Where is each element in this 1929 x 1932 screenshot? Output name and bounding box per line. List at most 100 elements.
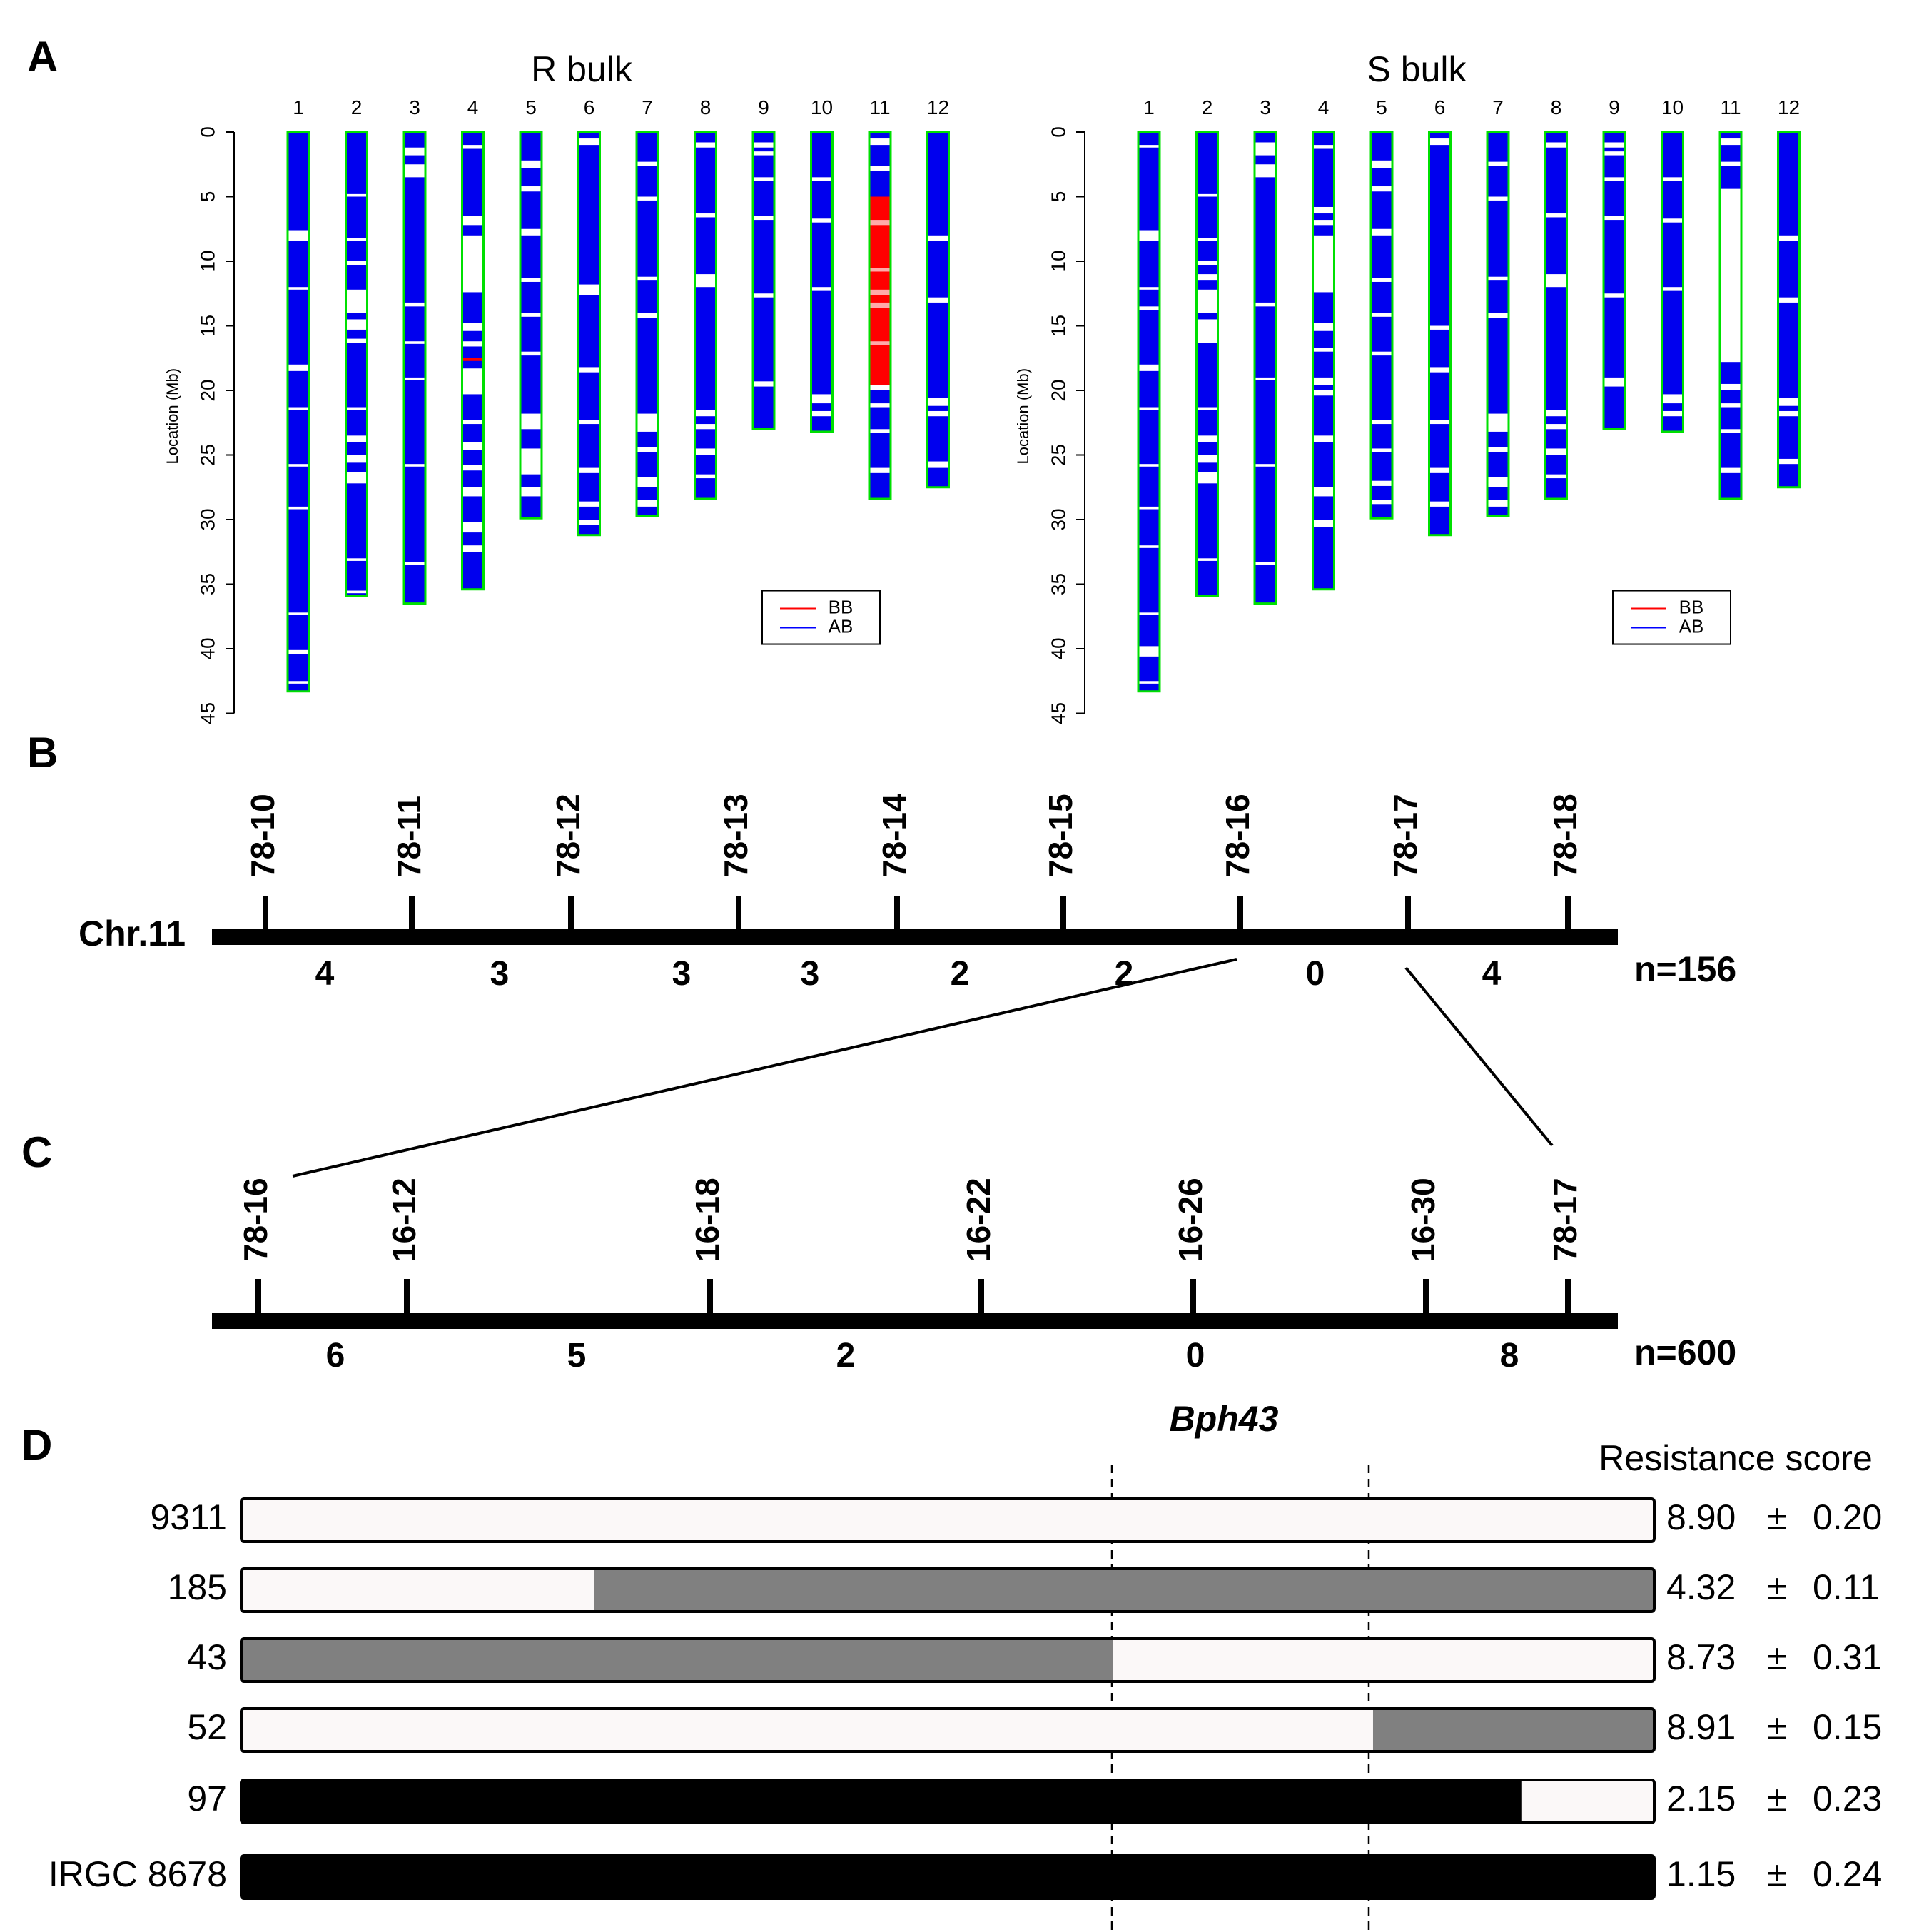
haplotype-segment (241, 1569, 594, 1612)
marker-label: 78-15 (1042, 794, 1079, 878)
no-call-region (1255, 302, 1276, 307)
chromosome-outline (1312, 131, 1335, 591)
no-call-region (637, 196, 658, 201)
no-call-region (1371, 160, 1392, 168)
marker-label: 78-17 (1387, 794, 1424, 878)
legend-ab-label: AB (829, 615, 854, 637)
no-call-region (1545, 142, 1567, 148)
chromosome-body (637, 132, 658, 516)
chromosome-body (1545, 132, 1567, 500)
resistance-score-header: Resistance score (1599, 1438, 1873, 1478)
no-call-region (1255, 142, 1276, 156)
no-call-region (1604, 377, 1625, 387)
no-call-region (1196, 455, 1218, 463)
no-call-region (462, 323, 484, 331)
marker-tick (894, 896, 900, 931)
no-call-region (753, 381, 774, 387)
marker-tick (1423, 1279, 1429, 1315)
no-call-region (520, 160, 542, 168)
marker-label: 78-16 (1219, 794, 1256, 878)
no-call-region (404, 377, 425, 380)
no-call-region (753, 142, 774, 148)
haplotype-segment (1372, 1709, 1654, 1751)
y-tick-label: 35 (196, 573, 218, 595)
chromosome-number: 1 (293, 96, 304, 118)
no-call-region (694, 142, 717, 148)
y-tick-label: 25 (196, 444, 218, 466)
chromosome-number: 5 (1376, 96, 1387, 118)
y-tick-label: 10 (196, 250, 218, 272)
no-call-region (1487, 500, 1509, 507)
no-call-region (1312, 145, 1335, 149)
no-call-region (404, 464, 425, 467)
no-call-region (1429, 467, 1451, 473)
no-call-region (1196, 289, 1218, 313)
chromosome-outline (751, 131, 776, 430)
chromosome-outline (1195, 131, 1219, 597)
no-call-region (462, 545, 484, 552)
chromosome-number: 12 (1778, 96, 1800, 118)
no-call-region (288, 407, 309, 410)
marker-label: 78-18 (1546, 794, 1584, 878)
recombinant-count: 3 (801, 955, 820, 993)
marker-label: 16-26 (1172, 1178, 1209, 1262)
no-call-region (578, 284, 600, 295)
chromosome-outline (694, 131, 717, 500)
marker-label: 16-22 (960, 1178, 997, 1262)
no-call-region (1429, 325, 1451, 330)
chromosome-body (1255, 132, 1276, 604)
no-call-region (288, 506, 309, 510)
no-call-region (462, 145, 484, 149)
bb-gap (869, 341, 891, 345)
line-name: 9311 (150, 1497, 227, 1537)
no-call-region (578, 420, 600, 425)
haplotype-segment (241, 1709, 1373, 1751)
chromosome-outline (402, 131, 427, 605)
marker-label: 78-10 (244, 794, 281, 878)
no-call-region (345, 238, 368, 241)
no-call-region (753, 177, 774, 181)
no-call-region (869, 467, 891, 473)
chromosome-outline (1661, 131, 1684, 433)
no-call-region (637, 413, 658, 432)
no-call-region (811, 394, 833, 404)
y-axis-label: Location (Mb) (163, 368, 181, 465)
r-bulk-title: R bulk (531, 49, 633, 89)
no-call-region (1196, 193, 1218, 197)
chromosome-number: 1 (1143, 96, 1155, 118)
y-tick-label: 40 (196, 637, 218, 659)
marker-tick (409, 896, 415, 931)
chromosome-body (1196, 132, 1218, 596)
no-call-region (694, 474, 717, 479)
chromosome-number: 8 (700, 96, 712, 118)
chromosome-body (1778, 132, 1800, 487)
bb-gap (869, 268, 891, 272)
no-call-region (1661, 218, 1684, 223)
no-call-region (578, 520, 600, 525)
marker-tick (1190, 1279, 1196, 1315)
chromosome-number: 5 (525, 96, 537, 118)
marker-label: 16-18 (689, 1178, 726, 1262)
marker-label: 78-17 (1546, 1178, 1584, 1262)
y-tick-label: 0 (1047, 126, 1069, 138)
marker-tick (1060, 896, 1066, 931)
panel-d-label: D (21, 1421, 52, 1469)
no-call-region (288, 230, 309, 241)
chromosome-body (345, 132, 368, 596)
score-mean: 8.73 (1666, 1637, 1736, 1677)
no-call-region (345, 407, 368, 410)
no-call-region (345, 435, 368, 442)
no-call-region (1429, 420, 1451, 425)
marker-label: 16-12 (385, 1178, 422, 1262)
y-tick-label: 35 (1047, 573, 1069, 595)
no-call-region (1196, 558, 1218, 561)
chromosome-number: 2 (1202, 96, 1213, 118)
gene-label: Bph43 (1170, 1399, 1279, 1439)
bb-genotype-tick (462, 358, 484, 361)
no-call-region (1720, 161, 1741, 166)
marker-tick (1237, 896, 1243, 931)
no-call-region (1138, 145, 1160, 148)
line-name: 52 (187, 1707, 227, 1747)
no-call-region (1312, 206, 1335, 214)
no-call-region (404, 147, 425, 156)
